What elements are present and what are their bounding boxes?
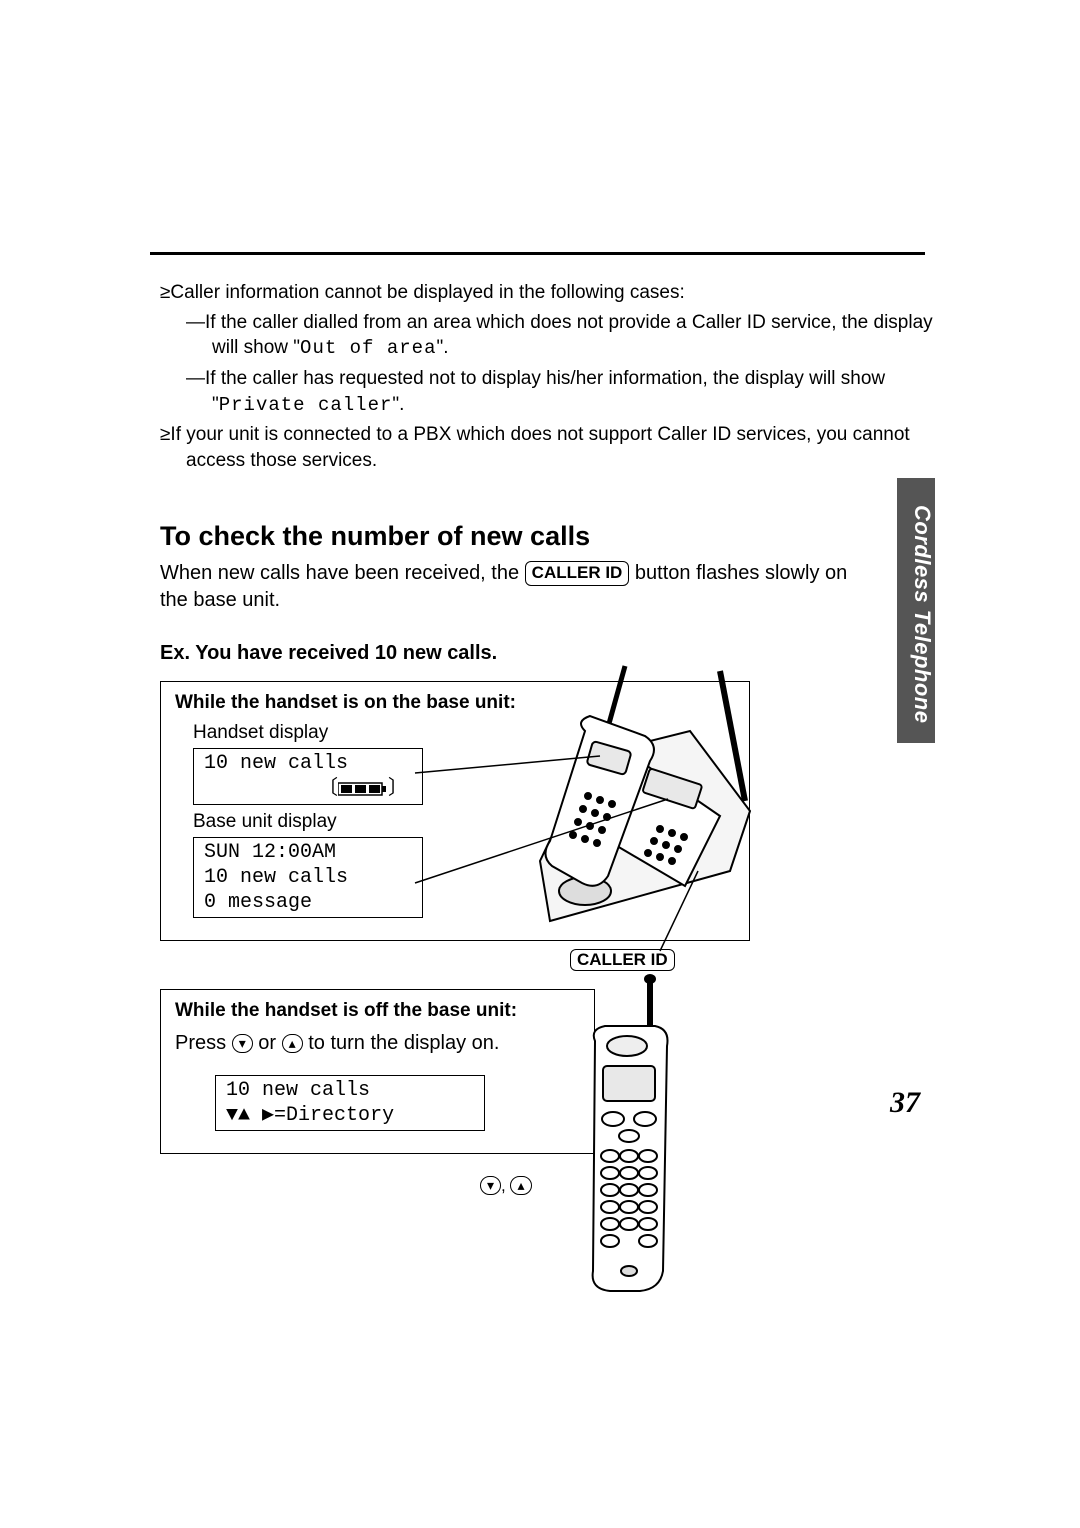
leader-lines-1 <box>160 681 770 981</box>
section-tab: Cordless Telephone <box>897 478 935 743</box>
notes-block: ≥Caller information cannot be displayed … <box>160 280 940 473</box>
section-heading: To check the number of new calls <box>160 521 940 552</box>
note-subitem: —If the caller dialled from an area whic… <box>160 310 940 362</box>
note-subitem: —If the caller has requested not to disp… <box>160 366 940 418</box>
leader-lines-2 <box>160 981 680 1221</box>
note-item: ≥If your unit is connected to a PBX whic… <box>160 422 940 473</box>
note-item: ≥Caller information cannot be displayed … <box>160 280 940 306</box>
manual-page: ≥Caller information cannot be displayed … <box>0 0 1080 1528</box>
page-number: 37 <box>890 1086 920 1120</box>
intro-text: When new calls have been received, the C… <box>160 560 940 614</box>
top-rule <box>150 252 925 255</box>
figure-area: While the handset is on the base unit: H… <box>160 681 940 1301</box>
caller-id-button-label: CALLER ID <box>525 561 630 586</box>
